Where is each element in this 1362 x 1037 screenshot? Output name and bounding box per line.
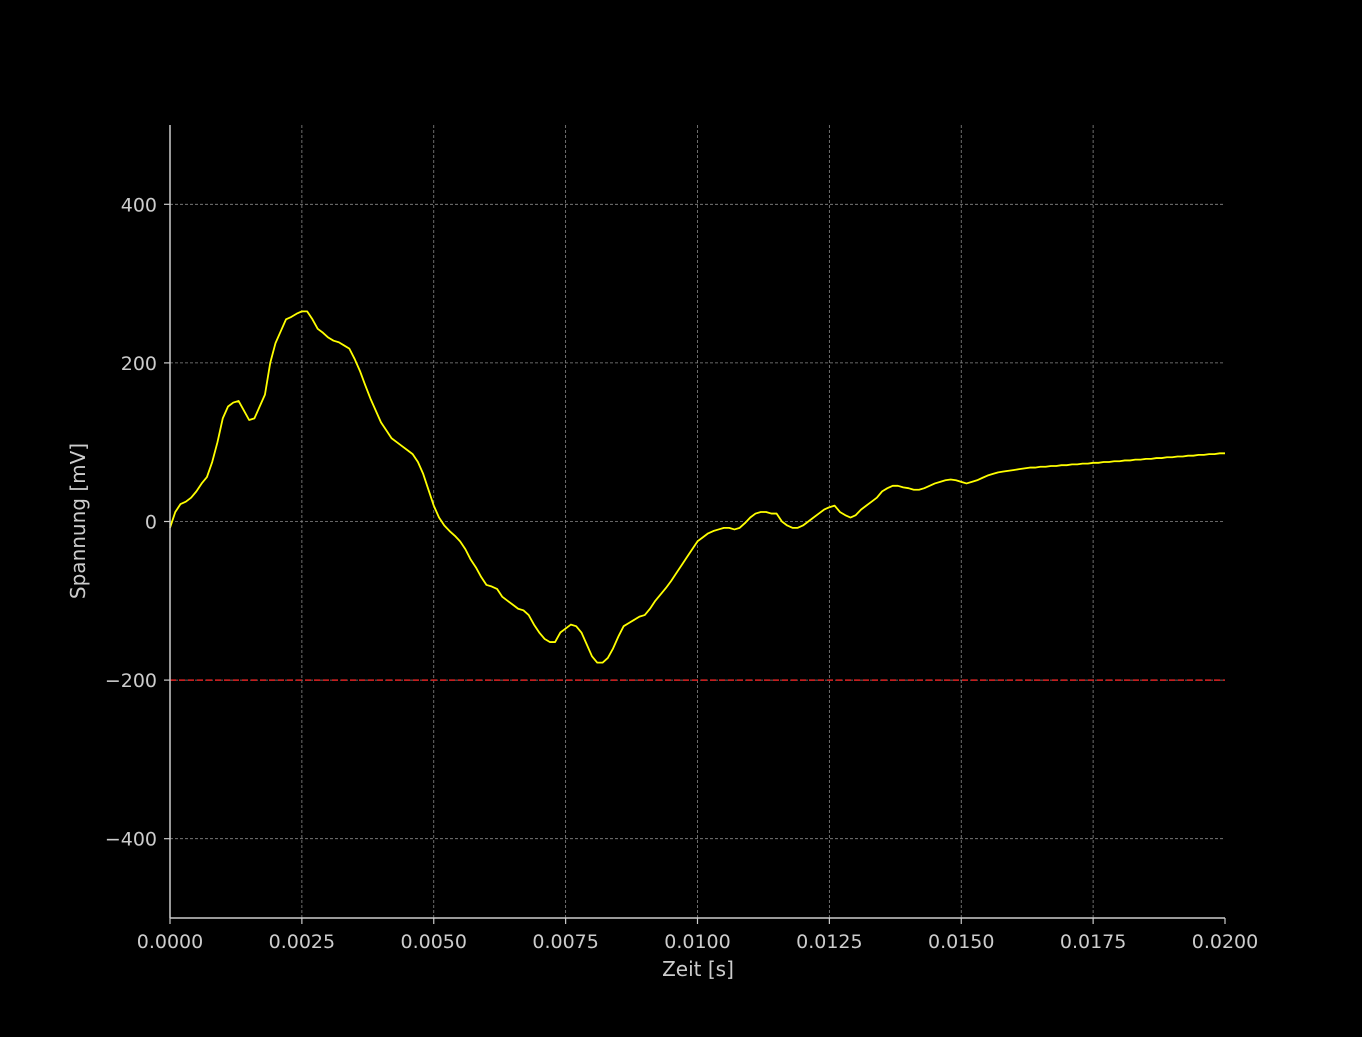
signal-line (169, 310, 1225, 664)
x-tick-label: 0.0000 (137, 931, 203, 953)
y-tick-label: 0 (145, 512, 157, 534)
y-tick-label: −400 (105, 829, 157, 851)
series-layer (169, 310, 1225, 664)
x-ticks: 0.0000 0.0025 0.0050 0.0075 0.0100 0.0125 0.01… (137, 918, 1258, 953)
grid-lines (170, 125, 1225, 918)
x-tick-label: 0.0075 (532, 931, 598, 953)
y-ticks: −400 −200 0 200 400 (105, 194, 170, 851)
y-axis-label: Spannung [mV] (66, 443, 90, 599)
y-tick-label: 400 (121, 194, 157, 216)
x-tick-label: 0.0125 (796, 931, 862, 953)
y-tick-label: 200 (121, 353, 157, 375)
x-tick-label: 0.0025 (269, 931, 335, 953)
x-tick-label: 0.0100 (664, 931, 730, 953)
x-tick-label: 0.0050 (401, 931, 467, 953)
y-tick-label: −200 (105, 670, 157, 692)
x-tick-label: 0.0175 (1060, 931, 1126, 953)
x-tick-label: 0.0200 (1192, 931, 1258, 953)
x-tick-label: 0.0150 (928, 931, 994, 953)
x-axis-label: Zeit [s] (662, 957, 734, 981)
